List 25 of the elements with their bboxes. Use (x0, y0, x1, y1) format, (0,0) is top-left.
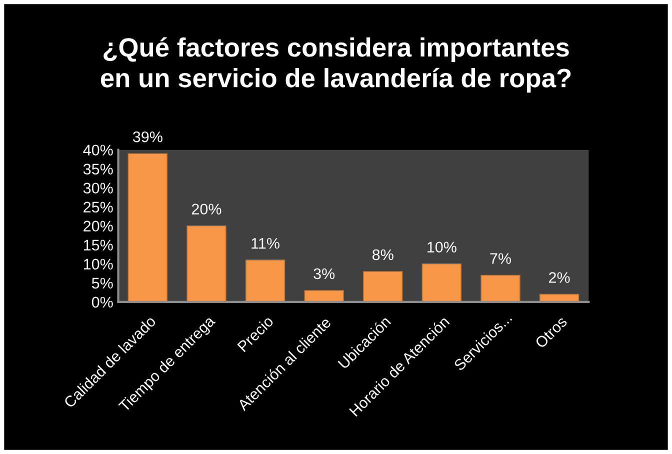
data-label: 39% (132, 131, 162, 142)
bar (363, 271, 403, 302)
bar (480, 274, 520, 302)
bar (304, 290, 344, 302)
bar (245, 260, 286, 302)
chart-title: ¿Qué factores considera importantes en un servicio de lavandería de ropa? (100, 37, 571, 93)
data-label: 3% (314, 268, 335, 280)
y-tick-label: 20% (84, 220, 113, 232)
data-label: 10% (428, 242, 456, 253)
data-label: 11% (252, 238, 280, 249)
bar (422, 263, 462, 302)
y-tick-label: 5% (92, 278, 113, 289)
data-label: 7% (490, 253, 511, 264)
y-tick-label: 30% (83, 182, 113, 194)
data-label: 8% (372, 249, 394, 260)
y-tick-label: 15% (84, 240, 113, 251)
bar (128, 153, 168, 302)
data-label: 20% (192, 204, 222, 215)
bar (186, 225, 226, 302)
y-tick-label: 10% (84, 258, 113, 270)
y-tick-label: 40% (83, 144, 113, 156)
data-label: 2% (549, 272, 570, 283)
y-tick-label: 35% (83, 164, 113, 175)
y-tick-label: 0% (92, 296, 113, 308)
y-tick-label: 25% (84, 202, 113, 213)
